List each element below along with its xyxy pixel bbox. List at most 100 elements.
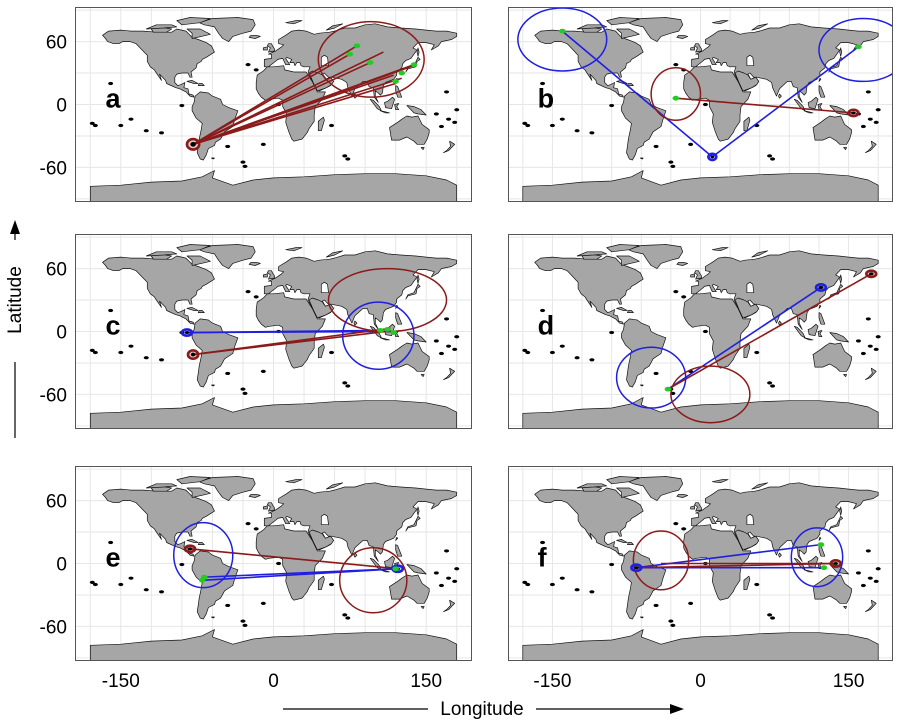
island-marker: [865, 317, 871, 321]
land-ellesmere: [606, 476, 640, 485]
land-new-zealand: [865, 367, 877, 381]
island-marker: [345, 616, 351, 620]
land-caspian: [746, 281, 755, 294]
land-cuba: [616, 307, 628, 311]
land-south-america: [191, 91, 239, 161]
island-marker: [767, 381, 773, 385]
island-marker: [454, 108, 460, 112]
error-circle-blue: [818, 17, 893, 83]
station-center: [710, 155, 715, 159]
land-madagascar: [317, 575, 325, 591]
link-blue: [711, 46, 859, 158]
island-marker: [444, 90, 450, 94]
island-marker: [452, 120, 458, 124]
panel-border: [508, 234, 893, 429]
land-caspian: [320, 513, 329, 526]
island-marker: [329, 582, 335, 587]
error-circle-blue: [341, 301, 415, 370]
station-center: [190, 352, 196, 357]
land-south-america: [191, 318, 239, 388]
land-falkland: [639, 616, 644, 619]
land-caspian: [746, 54, 755, 67]
land-ireland: [262, 505, 268, 510]
land-arabia: [308, 297, 334, 319]
island-marker: [253, 68, 259, 72]
land-kamchatka-sakhalin: [839, 506, 843, 516]
x-tick-label: 0: [695, 671, 706, 692]
land-japan: [405, 283, 421, 300]
land-antarctica: [522, 629, 879, 661]
x-tick-label: 0: [268, 671, 279, 692]
island-marker: [867, 576, 873, 580]
island-marker: [688, 142, 694, 146]
land-greenland: [198, 244, 256, 269]
land-iceland: [248, 493, 261, 498]
island-marker: [108, 540, 114, 545]
land-antarctica: [89, 170, 458, 202]
land-iceland: [248, 261, 261, 266]
land-novaya-zemlya: [326, 250, 344, 258]
island-marker: [342, 613, 348, 617]
land-australia: [389, 342, 430, 372]
land-baffin: [186, 487, 211, 498]
land-svalbard: [285, 479, 303, 484]
island-marker: [433, 112, 439, 116]
landmasses: [522, 244, 879, 429]
source-point: [346, 51, 354, 57]
land-eurasia: [691, 482, 879, 562]
land-tasmania: [843, 147, 847, 150]
island-marker: [108, 81, 114, 86]
land-sulawesi: [817, 330, 823, 338]
land-tasmania: [420, 606, 425, 609]
source-points: [664, 386, 672, 392]
island-marker: [668, 619, 674, 623]
source-points: [377, 327, 397, 335]
island-marker: [89, 348, 95, 352]
small-islands: [89, 522, 460, 627]
panel-label: d: [538, 311, 555, 341]
source-points: [346, 43, 418, 84]
land-arctic-isl: [576, 24, 608, 30]
land-uk: [267, 270, 275, 280]
land-new-zealand: [865, 599, 877, 613]
land-greenland: [628, 17, 684, 42]
land-ellesmere: [606, 17, 640, 26]
land-new-zealand: [443, 599, 456, 613]
land-madagascar: [317, 116, 325, 132]
land-japan: [405, 515, 421, 532]
island-marker: [452, 347, 458, 351]
source-point: [392, 566, 399, 572]
island-marker: [446, 117, 452, 121]
link-red: [192, 63, 415, 146]
land-falkland: [211, 616, 215, 619]
land-svalbard: [285, 20, 303, 25]
map-panel-d: d: [508, 234, 893, 429]
x-axis-title: Longitude: [440, 699, 523, 720]
land-australia: [389, 574, 430, 604]
island-marker: [128, 576, 134, 580]
island-marker: [92, 582, 98, 587]
station-center: [833, 562, 838, 565]
island-marker: [118, 350, 124, 355]
island-marker: [574, 356, 580, 360]
panel-label: f: [538, 543, 548, 573]
land-java: [803, 569, 814, 573]
land-new-zealand: [865, 140, 877, 154]
land-arctic-isl: [145, 24, 178, 30]
land-hispaniola: [627, 83, 634, 86]
panel-border: [75, 466, 472, 661]
island-marker: [143, 588, 149, 592]
land-africa: [255, 524, 326, 601]
land-south-america: [621, 318, 667, 388]
land-philippines: [818, 312, 826, 325]
land-ireland: [690, 46, 695, 51]
island-marker: [754, 582, 760, 587]
island-marker: [89, 580, 95, 584]
land-ireland: [690, 505, 695, 510]
land-falkland: [639, 157, 644, 160]
x-tick-label: -150: [102, 671, 140, 692]
land-north-america: [534, 28, 644, 98]
land-novaya-zemlya: [326, 23, 344, 31]
small-islands: [89, 63, 460, 168]
land-caspian: [320, 281, 329, 294]
